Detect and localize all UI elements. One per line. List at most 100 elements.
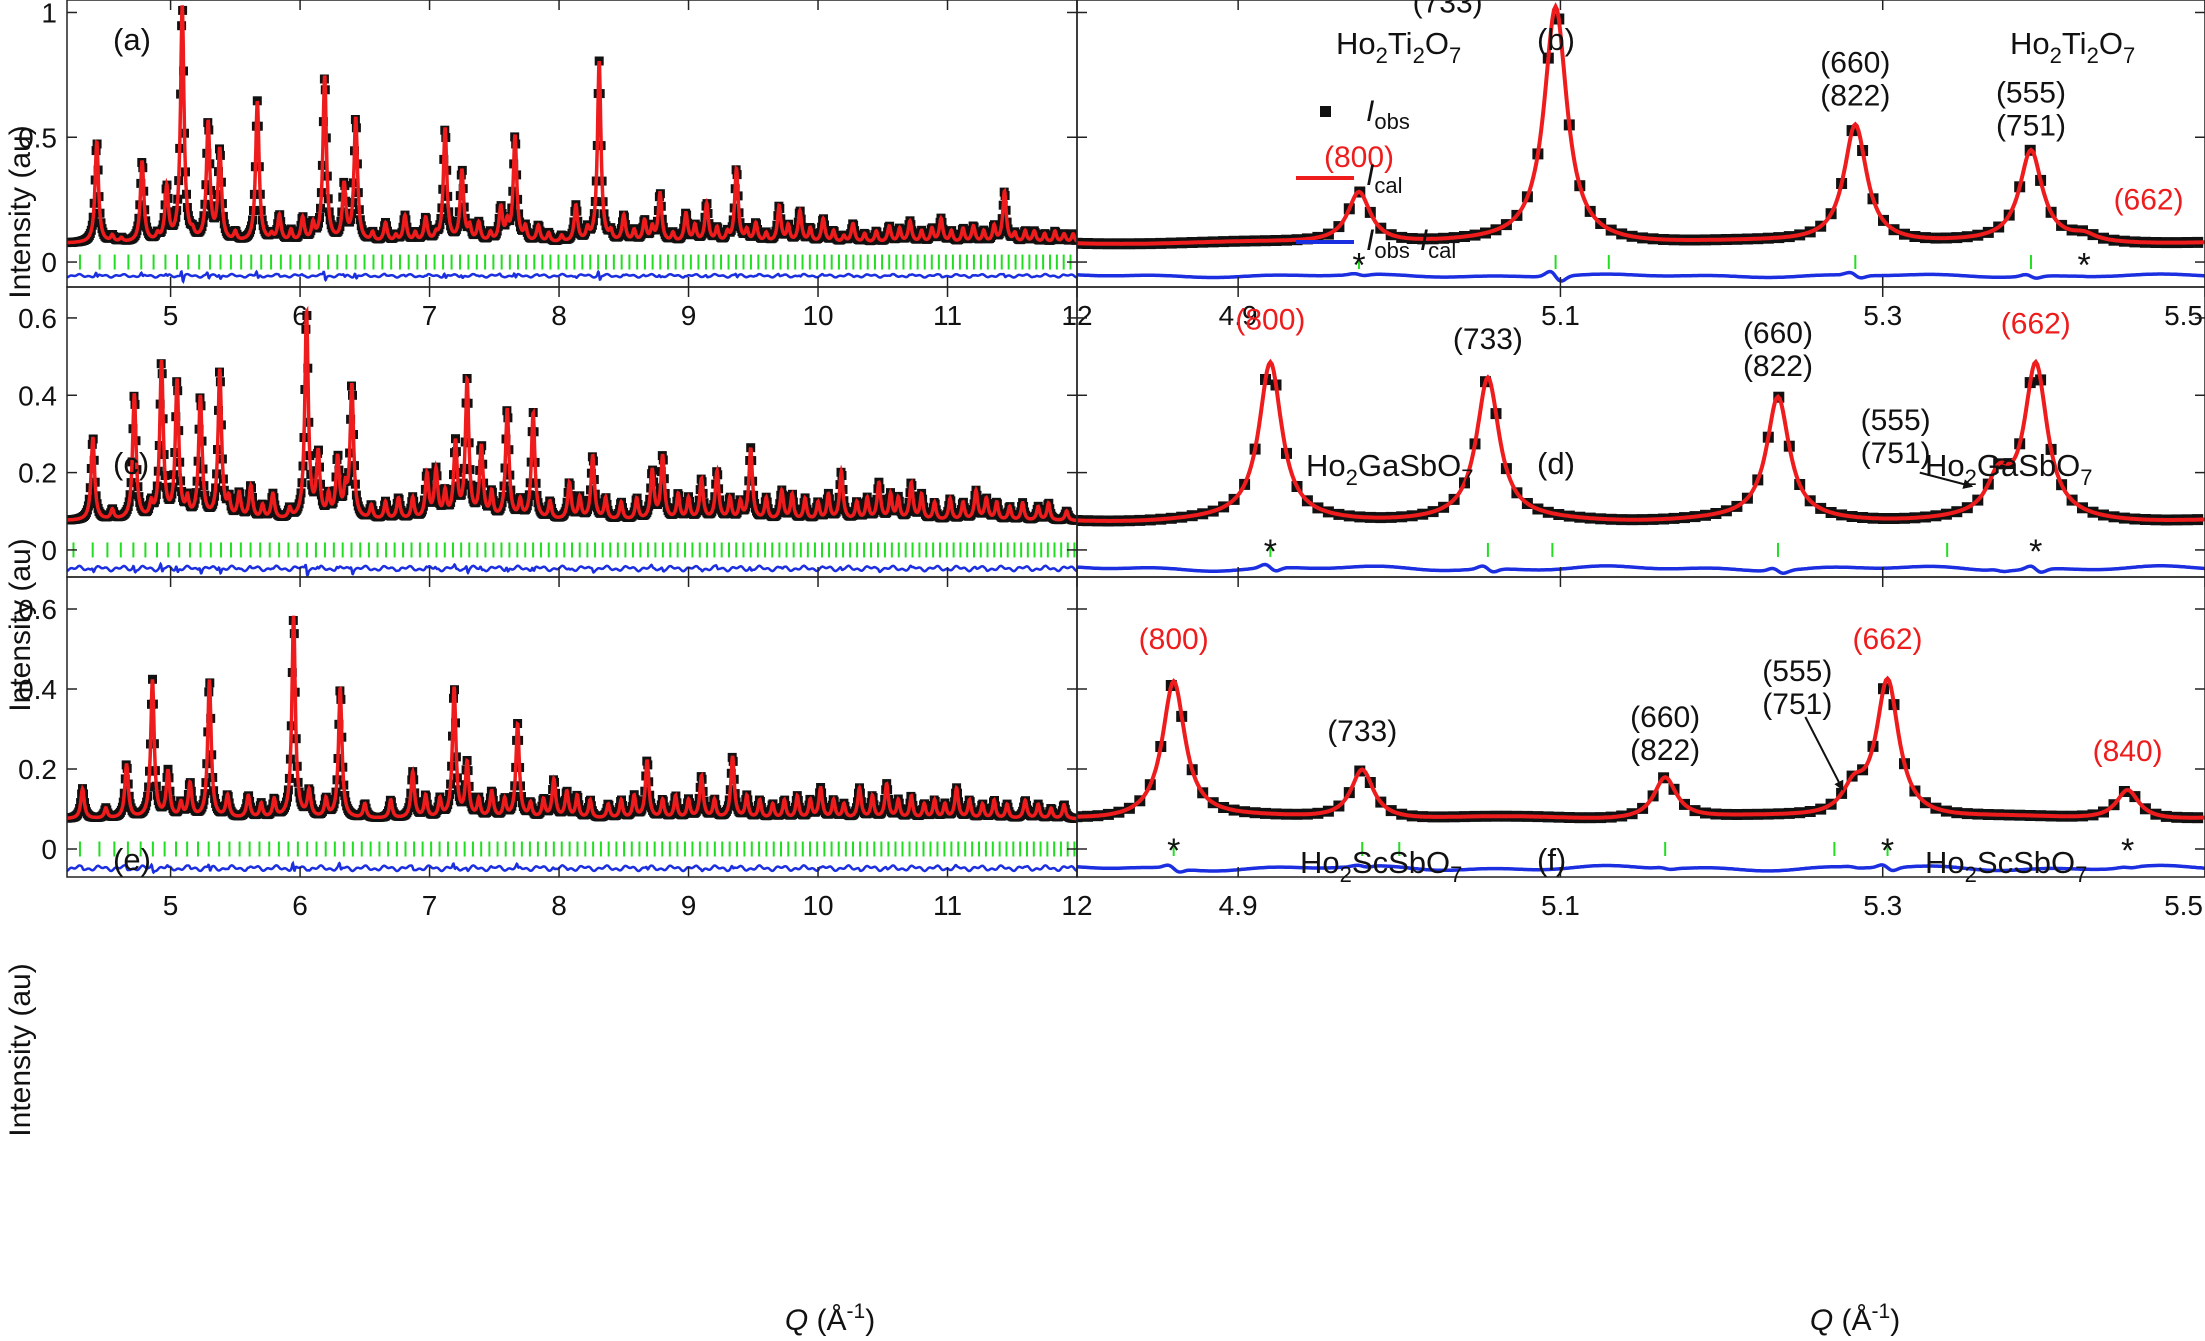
- hkl-label: (840): [2093, 735, 2163, 768]
- x-axis-label-right: Q (Å-1): [1810, 1300, 1900, 1337]
- x-tick-label: 6: [292, 890, 308, 921]
- hkl-label: (662): [2114, 184, 2184, 217]
- hkl-label: (555) (751): [1762, 655, 1832, 721]
- annotation-arrow: [1919, 471, 1974, 489]
- compound-formula-f: Ho2ScSbO7: [1925, 845, 2087, 887]
- hkl-label: (662): [2001, 307, 2071, 340]
- calc-line: [1077, 2, 2205, 246]
- legend-observed-marker: [1320, 106, 1331, 117]
- compound-formula-c: Ho2GaSbO7: [1306, 448, 1474, 490]
- y-tick-label: 0.6: [18, 303, 57, 334]
- hkl-label: (800): [1235, 304, 1305, 337]
- y-tick-label: 1: [41, 0, 57, 28]
- hkl-label: (660) (822): [1630, 701, 1700, 767]
- panel-frame: [66, 576, 1078, 878]
- y-tick-label: 0.2: [18, 458, 57, 489]
- x-tick-label: 12: [1061, 890, 1092, 921]
- panel-f: * * * 4.9 5.1 5.3 5.5 (800) (733) (660) (822) (662)…: [1076, 576, 2205, 921]
- diff-line: [1077, 863, 2205, 874]
- panel-label-f: (f): [1537, 842, 1566, 877]
- y-tick-label: 0.6: [18, 594, 57, 625]
- x-tick-label: 5.5: [2164, 890, 2203, 921]
- x-tick-label: 9: [681, 890, 697, 921]
- x-tick-label: 7: [422, 300, 438, 331]
- x-tick-label: 8: [551, 300, 567, 331]
- x-tick-label: 5: [163, 300, 179, 331]
- x-tick-label: 5: [163, 890, 179, 921]
- legend-calculated-label: Ical: [1366, 159, 1402, 198]
- x-tick-label: 4.9: [1219, 890, 1258, 921]
- panel-label-a: (a): [113, 22, 151, 57]
- x-axis-label-left: Q (Å-1): [785, 1300, 875, 1337]
- compound-formula-d: Ho2GaSbO7: [1925, 448, 2093, 490]
- legend-observed-label: Iobs: [1366, 95, 1410, 134]
- plot-area: [1077, 675, 2205, 874]
- plot-area: [67, 615, 1077, 875]
- x-tick-label: 5.1: [1541, 890, 1580, 921]
- x-tick-label: 6: [292, 300, 308, 331]
- diff-line: [67, 561, 1077, 577]
- plot-area: [1077, 358, 2205, 575]
- diff-line: [1077, 562, 2205, 575]
- x-tick-label: 7: [422, 890, 438, 921]
- impurity-asterisk: *: [2029, 533, 2042, 571]
- panel-a: 00.515 6 7 8 9 10 11 12: [18, 0, 1093, 331]
- calc-line: [1077, 358, 2205, 523]
- x-tick-label: 10: [802, 300, 833, 331]
- calc-line: [67, 5, 1077, 245]
- impurity-asterisk: *: [1352, 247, 1365, 285]
- hkl-label: (733): [1413, 0, 1483, 19]
- compound-formula-e: Ho2ScSbO7: [1300, 845, 1462, 887]
- y-tick-label: 0.5: [18, 122, 57, 153]
- panel-frame: [1076, 576, 2205, 878]
- hkl-label: (660) (822): [1820, 46, 1890, 112]
- y-axis-label-middle: Intensity (au): [4, 538, 37, 711]
- diff-line: [67, 860, 1077, 875]
- impurity-asterisk: *: [2078, 247, 2091, 285]
- compound-formula-a: Ho2Ti2O7: [1336, 26, 1461, 68]
- y-tick-label: 0: [41, 834, 57, 865]
- hkl-label: (800): [1324, 141, 1394, 174]
- x-tick-label: 5.5: [2164, 300, 2203, 331]
- x-tick-label: 5.3: [1863, 300, 1902, 331]
- calc-line: [1077, 675, 2205, 820]
- panel-e: 0 0.2 0.4 0.6 5 6 7 8 9 10 11 12: [18, 576, 1093, 921]
- panel-label-e: (e): [113, 842, 151, 877]
- x-tick-label: 11: [933, 890, 962, 921]
- diff-line: [1077, 269, 2205, 283]
- plot-area: [67, 305, 1077, 577]
- hkl-label: (662): [1853, 623, 1923, 656]
- x-tick-label: 9: [681, 300, 697, 331]
- y-axis-label-bottom: Intensity (au): [4, 963, 37, 1136]
- panel-label-c: (c): [113, 446, 149, 481]
- obs-point: [594, 56, 604, 66]
- y-tick-label: 0.4: [18, 380, 57, 411]
- calc-line: [67, 615, 1077, 821]
- diff-line: [67, 269, 1077, 284]
- hkl-label: (555) (751): [1861, 404, 1931, 470]
- legend: Iobs Ical Iobs-Ical: [1296, 95, 1456, 263]
- panel-label-b: (b): [1537, 22, 1575, 57]
- compound-formula-b: Ho2Ti2O7: [2010, 26, 2135, 68]
- x-tick-label: 5.3: [1863, 890, 1902, 921]
- x-tick-label: 10: [802, 890, 833, 921]
- calc-line: [67, 305, 1077, 523]
- x-tick-label: 11: [933, 300, 962, 331]
- panel-d: * * (800) (733) (660) (822) (662) (555) (751): [1076, 286, 2205, 578]
- impurity-asterisk: *: [2121, 832, 2134, 870]
- y-tick-label: 0: [41, 247, 57, 278]
- hkl-label: (555) (751): [1996, 76, 2066, 142]
- hkl-label: (733): [1453, 323, 1523, 356]
- impurity-asterisk: *: [1264, 533, 1277, 571]
- panel-frame: [66, 0, 1078, 288]
- y-tick-label: 0.2: [18, 754, 57, 785]
- panel-label-d: (d): [1537, 446, 1575, 481]
- hkl-label: (660) (822): [1743, 317, 1813, 383]
- y-axis-label-top: Intensity (au): [4, 125, 37, 298]
- y-tick-label: 0: [41, 535, 57, 566]
- x-tick-label: 8: [551, 890, 567, 921]
- x-tick-label: 4.9: [1219, 300, 1258, 331]
- impurity-asterisk: *: [1167, 832, 1180, 870]
- plot-area: [67, 5, 1077, 284]
